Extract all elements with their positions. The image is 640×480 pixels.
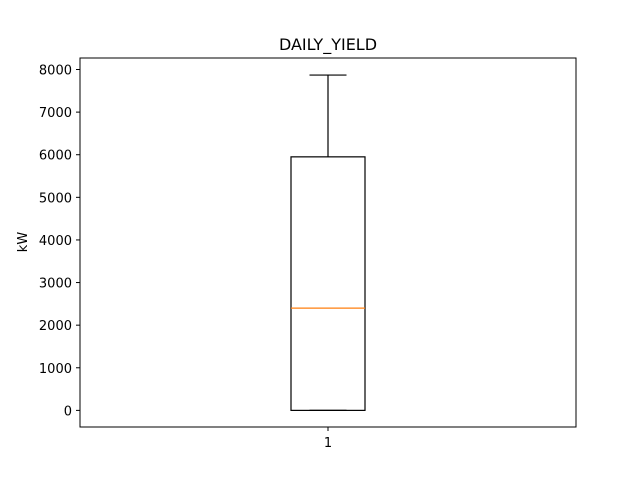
y-tick-label: 1000 — [39, 362, 72, 377]
y-axis: 0 1000 2000 3000 4000 5000 6000 7000 8000 — [39, 64, 80, 419]
y-tick-label: 7000 — [39, 106, 72, 121]
y-tick-label: 0 — [64, 404, 72, 419]
chart-title: DAILY_YIELD — [279, 35, 377, 55]
x-tick-label: 1 — [324, 436, 332, 451]
y-tick-label: 3000 — [39, 277, 72, 292]
y-tick-label: 2000 — [39, 319, 72, 334]
y-tick-label: 8000 — [39, 64, 72, 79]
y-tick-label: 5000 — [39, 191, 72, 206]
y-axis-label: kW — [16, 232, 31, 253]
x-axis: 1 — [324, 427, 332, 451]
y-tick-label: 6000 — [39, 149, 72, 164]
interquartile-box — [290, 156, 366, 411]
y-tick-label: 4000 — [39, 234, 72, 249]
box-series — [290, 74, 366, 411]
